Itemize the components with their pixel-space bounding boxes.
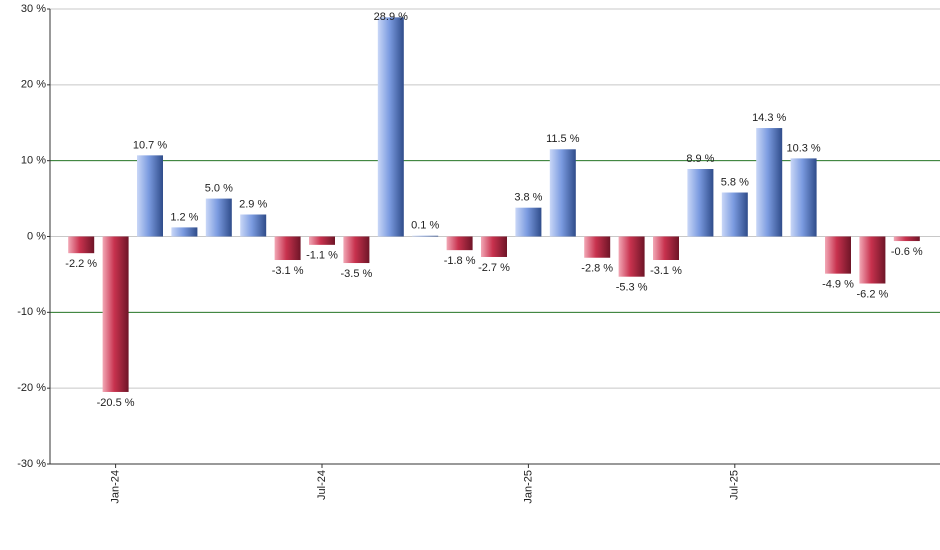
bar [893,236,920,242]
value-label: -3.1 % [650,265,682,277]
x-tick-label: Jul-24 [316,470,328,500]
value-label: 5.0 % [205,182,233,194]
value-label: -4.9 % [822,279,854,291]
y-tick-label: 10 % [21,155,46,167]
bar [515,207,542,237]
value-label: 28.9 % [374,11,408,23]
x-tick-label: Jul-25 [729,470,741,500]
x-tick-label: Jan-24 [110,470,122,504]
value-label: 8.9 % [686,153,714,165]
bar [240,214,267,237]
y-tick-label: 0 % [27,230,46,242]
bar [481,236,507,257]
bar [618,236,645,277]
bar [412,235,439,237]
x-tick-label: Jan-25 [522,470,534,504]
value-label: -20.5 % [97,397,135,409]
bar [377,17,404,237]
y-tick-label: 20 % [21,79,46,91]
y-tick-label: -30 % [17,458,46,470]
value-label: -2.7 % [478,262,510,274]
bar [205,198,232,237]
value-label: -3.5 % [341,268,373,280]
y-tick-label: 30 % [21,3,46,15]
value-label: 10.3 % [786,142,820,154]
bar [584,236,611,258]
value-label: -1.8 % [444,255,476,267]
value-label: -0.6 % [891,246,923,258]
bar [653,236,679,261]
bar [721,192,748,237]
bar [756,128,783,237]
bar [171,227,198,237]
bar [790,158,817,237]
bar [687,169,714,237]
value-label: 10.7 % [133,139,167,151]
value-label: 11.5 % [546,133,580,145]
bar [549,149,576,237]
bar [859,236,886,284]
value-label: -1.1 % [306,250,338,262]
bar [343,236,370,264]
value-label: 2.9 % [239,198,267,210]
bar [446,236,473,251]
value-label: 14.3 % [752,112,786,124]
value-label: -2.2 % [65,258,97,270]
bar [102,236,129,392]
value-label: -3.1 % [272,265,304,277]
value-label: -5.3 % [616,282,648,294]
bar [825,236,851,274]
value-label: 5.8 % [721,176,749,188]
y-tick-label: -10 % [17,306,46,318]
bar [274,236,301,261]
bar [68,236,95,254]
bar [309,236,335,245]
value-label: 3.8 % [514,192,542,204]
y-tick-label: -20 % [17,382,46,394]
value-label: -2.8 % [581,263,613,275]
value-label: -6.2 % [857,288,889,300]
value-label: 1.2 % [170,211,198,223]
value-label: 0.1 % [411,220,439,232]
bar [137,155,163,237]
